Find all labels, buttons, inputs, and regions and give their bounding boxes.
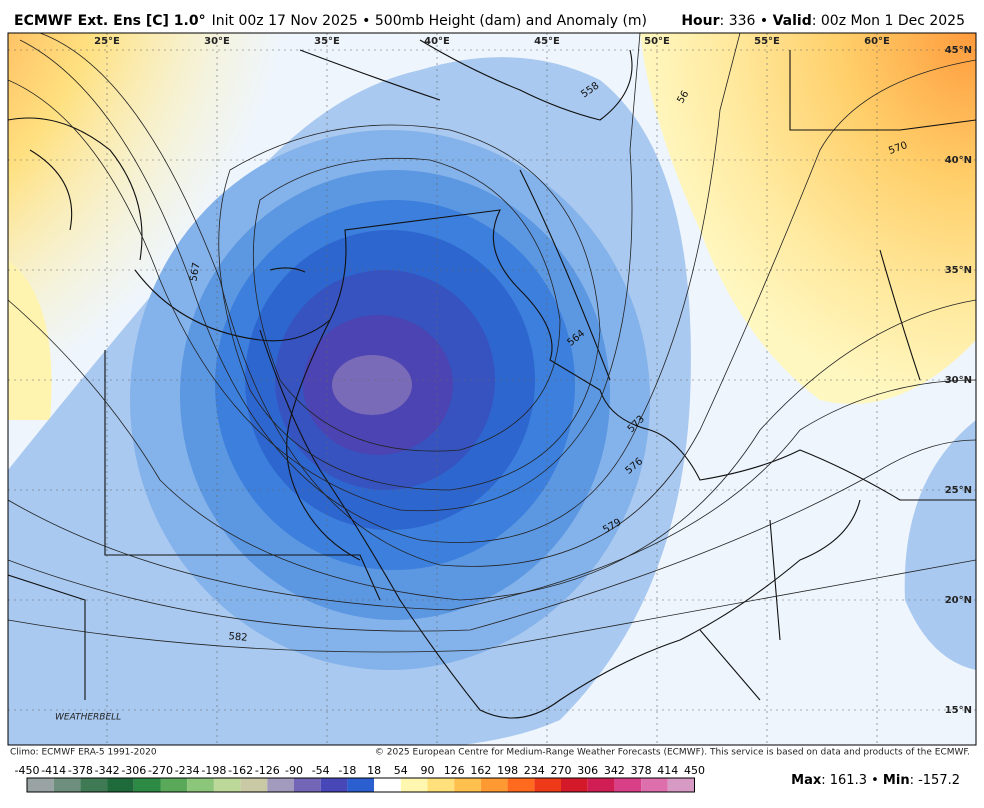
- stats: Max: 161.3 • Min: -157.2: [791, 773, 960, 788]
- max: : 161.3 •: [821, 773, 883, 788]
- lon-label: 45°E: [534, 36, 560, 47]
- lon-label: 50°E: [644, 36, 670, 47]
- coastlines: [8, 39, 976, 719]
- graticule: 25°E 30°E 35°E 40°E 45°E 50°E 55°E 60°E 45°N 40°N…: [8, 33, 976, 745]
- contour-label: 567: [188, 262, 202, 283]
- hour: : 336 •: [720, 13, 773, 29]
- colorbar-cell: [294, 778, 321, 792]
- contour-label: 582: [228, 631, 248, 644]
- colorbar-label: 450: [684, 764, 705, 777]
- colorbar-label: 306: [577, 764, 598, 777]
- colorbar-label: -306: [121, 764, 146, 777]
- climo: Climo: ECMWF ERA-5 1991-2020: [10, 748, 157, 758]
- model: ECMWF Ext. Ens [C] 1.0°: [14, 13, 206, 29]
- colorbar-label: -378: [68, 764, 93, 777]
- colorbar-label: 90: [421, 764, 435, 777]
- colorbar-cell: [133, 778, 161, 792]
- colorbar-cell: [374, 778, 401, 792]
- max-label: Max: [791, 773, 822, 788]
- colorbar-cell: [53, 778, 81, 792]
- warm-anomaly-sw: [8, 260, 52, 420]
- colorbar-cell: [400, 778, 428, 792]
- cool-anomaly: [8, 57, 691, 745]
- lat-label: 25°N: [945, 485, 972, 496]
- lon-label: 25°E: [94, 36, 120, 47]
- colorbar-cell: [187, 778, 214, 792]
- colorbar-label: -162: [228, 764, 253, 777]
- lat-label: 35°N: [945, 265, 972, 276]
- header-right: Hour: 336 • Valid: 00z Mon 1 Dec 2025: [681, 13, 965, 29]
- lat-label: 45°N: [945, 45, 972, 56]
- colorbar-cell: [667, 778, 695, 792]
- colorbar-label: 126: [444, 764, 465, 777]
- lat-label: 20°N: [945, 595, 972, 606]
- colorbar-label: -126: [255, 764, 280, 777]
- colorbar-cell: [80, 778, 108, 792]
- colorbar-label: 414: [657, 764, 678, 777]
- lon-label: 55°E: [754, 36, 780, 47]
- header-left: ECMWF Ext. Ens [C] 1.0° Init 00z 17 Nov 2…: [14, 13, 647, 29]
- colorbar-label: 54: [394, 764, 408, 777]
- colorbar-label: 378: [631, 764, 652, 777]
- map: 25°E 30°E 35°E 40°E 45°E 50°E 55°E 60°E 45°N 40°N…: [8, 33, 976, 745]
- colorbar-label: -414: [41, 764, 66, 777]
- colorbar-label: 234: [524, 764, 545, 777]
- valid-label: Valid: [773, 13, 812, 29]
- min-label: Min: [883, 773, 910, 788]
- colorbar-cell: [454, 778, 481, 792]
- colorbar-cell: [107, 778, 134, 792]
- colorbar-cell: [614, 778, 642, 792]
- colorbar-label: 198: [497, 764, 518, 777]
- colorbar-cell: [347, 778, 375, 792]
- colorbar-label: -342: [95, 764, 120, 777]
- colorbar-label: 18: [367, 764, 381, 777]
- colorbar-cell: [641, 778, 668, 792]
- colorbar-cell: [561, 778, 588, 792]
- colorbar-label: -234: [175, 764, 200, 777]
- hour-label: Hour: [681, 13, 719, 29]
- min: : -157.2: [910, 773, 960, 788]
- colorbar-label: -54: [312, 764, 330, 777]
- colorbar-cell: [213, 778, 241, 792]
- lon-label: 35°E: [314, 36, 340, 47]
- colorbar-label: -198: [201, 764, 226, 777]
- colorbar-label: -90: [285, 764, 303, 777]
- colorbar-label: -270: [148, 764, 173, 777]
- colorbar-label: -450: [15, 764, 40, 777]
- colorbar-cell: [27, 778, 54, 792]
- colorbar-label: 342: [604, 764, 625, 777]
- colorbar-cell: [267, 778, 294, 792]
- map-frame: [7, 32, 977, 746]
- init: Init 00z 17 Nov 2025 • 500mb Height (dam…: [212, 13, 647, 29]
- lat-label: 15°N: [945, 705, 972, 716]
- colorbar-frame: [26, 777, 695, 793]
- valid: : 00z Mon 1 Dec 2025: [812, 13, 965, 29]
- colorbar-cell: [534, 778, 561, 792]
- colorbar-cell: [320, 778, 348, 792]
- lon-label: 40°E: [424, 36, 450, 47]
- colorbar-cell: [507, 778, 535, 792]
- warm-anomaly-east: [640, 33, 976, 404]
- copyright: © 2025 European Centre for Medium-Range …: [375, 748, 970, 758]
- logo: WEATHERBELL: [55, 713, 121, 723]
- colorbar-label: -18: [338, 764, 356, 777]
- colorbar-cell: [160, 778, 188, 792]
- colorbar-cell: [240, 778, 268, 792]
- lon-label: 60°E: [864, 36, 890, 47]
- lon-label: 30°E: [204, 36, 230, 47]
- colorbar-cell: [587, 778, 615, 792]
- height-contours: [8, 33, 976, 653]
- lat-label: 40°N: [945, 155, 972, 166]
- colorbar-cell: [427, 778, 455, 792]
- colorbar-cell: [480, 778, 508, 792]
- cool-anomaly-se: [904, 420, 976, 670]
- colorbar-label: 162: [470, 764, 491, 777]
- colorbar-label: 270: [551, 764, 572, 777]
- colorbar: -450 -414 -378 -342 -306 -270 -234 -198 -162 -126…: [15, 764, 705, 793]
